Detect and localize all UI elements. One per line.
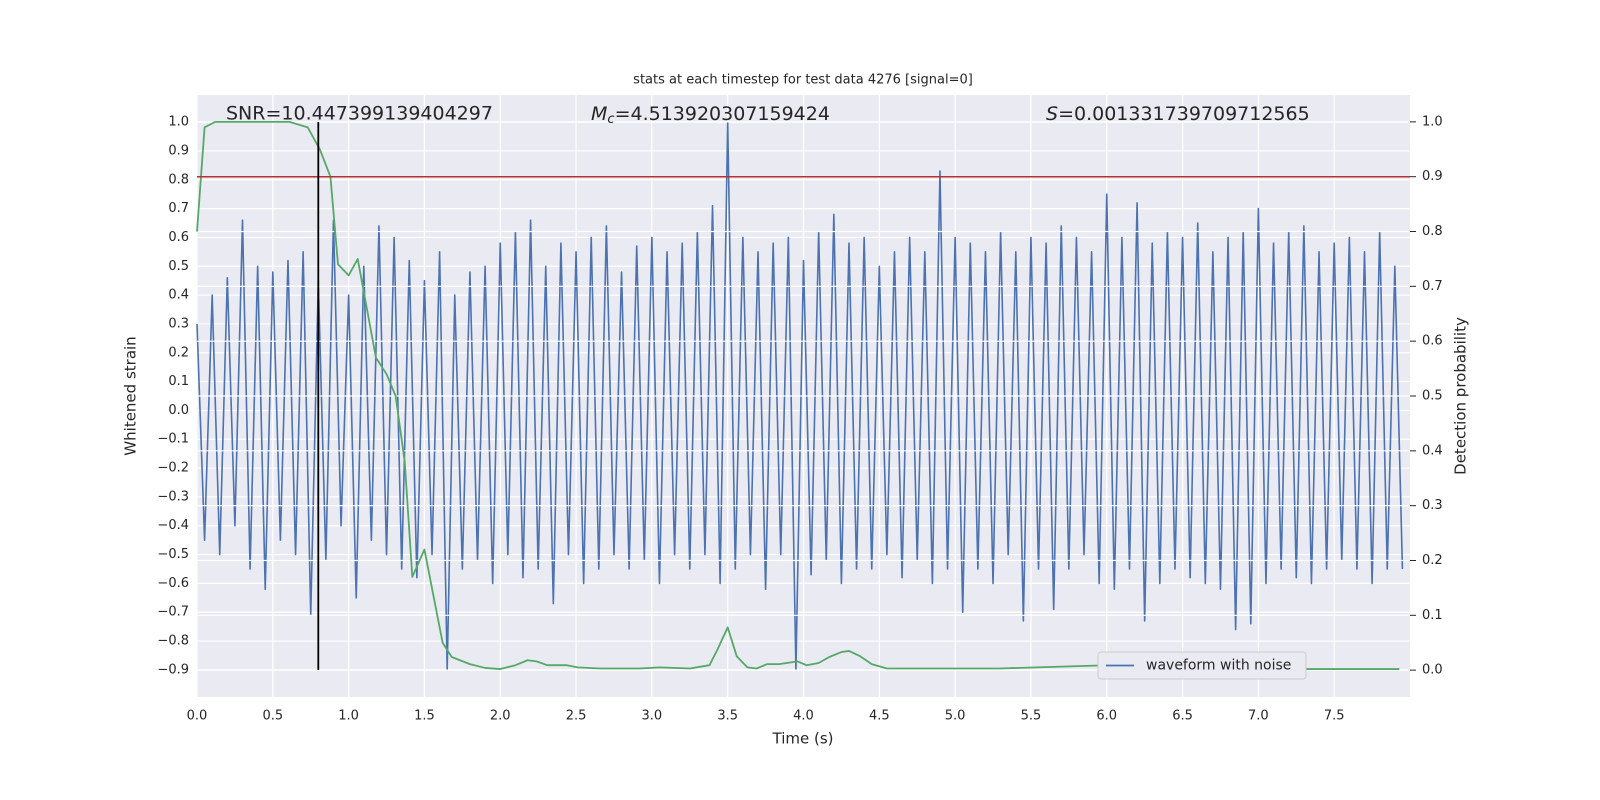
y2-tick-label: 0.5 xyxy=(1422,389,1443,404)
y-tick-label: 0.0 xyxy=(168,403,189,418)
y-tick-label: −0.9 xyxy=(157,662,189,677)
x-tick-label: 5.0 xyxy=(945,709,966,724)
y2-tick-label: 0.7 xyxy=(1422,279,1443,294)
y2-tick-label: 0.9 xyxy=(1422,169,1443,184)
y-tick-label: 0.8 xyxy=(168,172,189,187)
x-tick-label: 2.0 xyxy=(490,709,511,724)
probability-line xyxy=(196,120,1400,670)
legend-label: waveform with noise xyxy=(1146,658,1291,674)
x-tick-label: 4.5 xyxy=(869,709,890,724)
chart-title: stats at each timestep for test data 427… xyxy=(633,73,973,88)
waveform-layer xyxy=(196,121,1404,671)
y-tick-label: −0.2 xyxy=(157,461,189,476)
y2-tick-label: 0.6 xyxy=(1422,334,1443,349)
y-tick-label: 0.2 xyxy=(168,345,189,360)
y2-tick-label: 1.0 xyxy=(1422,114,1443,129)
y2-axis-label: Detection probability xyxy=(1452,317,1470,475)
y-tick-label: −0.3 xyxy=(157,489,189,504)
y-tick-label: 0.9 xyxy=(168,143,189,158)
x-tick-label: 2.5 xyxy=(566,709,587,724)
y-tick-label: −0.7 xyxy=(157,605,189,620)
y-tick-label: −0.6 xyxy=(157,576,189,591)
y2-tick-label: 0.2 xyxy=(1422,553,1443,568)
y-tick-label: −0.8 xyxy=(157,634,189,649)
x-tick-label: 3.0 xyxy=(642,709,663,724)
mc-subscript: c xyxy=(607,112,614,127)
mc-symbol: M xyxy=(591,103,607,125)
legend-box xyxy=(1097,651,1307,680)
y-tick-label: −0.1 xyxy=(157,432,189,447)
s-annotation: S=0.001331739709712565 xyxy=(1046,103,1310,125)
y-tick-label: 1.0 xyxy=(168,115,189,130)
s-symbol: S xyxy=(1046,103,1058,125)
y2-tick-label: 0.0 xyxy=(1422,663,1443,678)
s-value: =0.001331739709712565 xyxy=(1058,103,1310,125)
waveform-line xyxy=(196,121,1404,671)
x-tick-label: 3.5 xyxy=(717,709,738,724)
y-tick-label: 0.1 xyxy=(168,374,189,389)
y-tick-label: 0.6 xyxy=(168,230,189,245)
y-tick-label: 0.5 xyxy=(168,259,189,274)
y2-tick-label: 0.1 xyxy=(1422,608,1443,623)
x-tick-label: 1.0 xyxy=(338,709,359,724)
y-tick-label: −0.4 xyxy=(157,518,189,533)
x-tick-label: 0.0 xyxy=(187,709,208,724)
mc-value: =4.513920307159424 xyxy=(615,103,830,125)
x-axis-label: Time (s) xyxy=(772,730,834,748)
snr-annotation: SNR=10.447399139404297 xyxy=(226,103,493,125)
y-tick-label: 0.3 xyxy=(168,316,189,331)
x-tick-label: 7.5 xyxy=(1324,709,1345,724)
x-tick-label: 6.5 xyxy=(1172,709,1193,724)
y-tick-label: 0.4 xyxy=(168,288,189,303)
x-tick-label: 4.0 xyxy=(793,709,814,724)
y2-tick-label: 0.4 xyxy=(1422,443,1443,458)
x-tick-label: 5.5 xyxy=(1021,709,1042,724)
y2-tick-label: 0.3 xyxy=(1422,498,1443,513)
y2-tick-label: 0.8 xyxy=(1422,224,1443,239)
y-tick-label: 0.7 xyxy=(168,201,189,216)
x-tick-label: 6.0 xyxy=(1096,709,1117,724)
x-tick-label: 7.0 xyxy=(1248,709,1269,724)
y-tick-label: −0.5 xyxy=(157,547,189,562)
x-tick-label: 1.5 xyxy=(414,709,435,724)
x-tick-label: 0.5 xyxy=(262,709,283,724)
mc-annotation: Mc=4.513920307159424 xyxy=(591,103,830,127)
y-axis-label: Whitened strain xyxy=(122,336,140,455)
